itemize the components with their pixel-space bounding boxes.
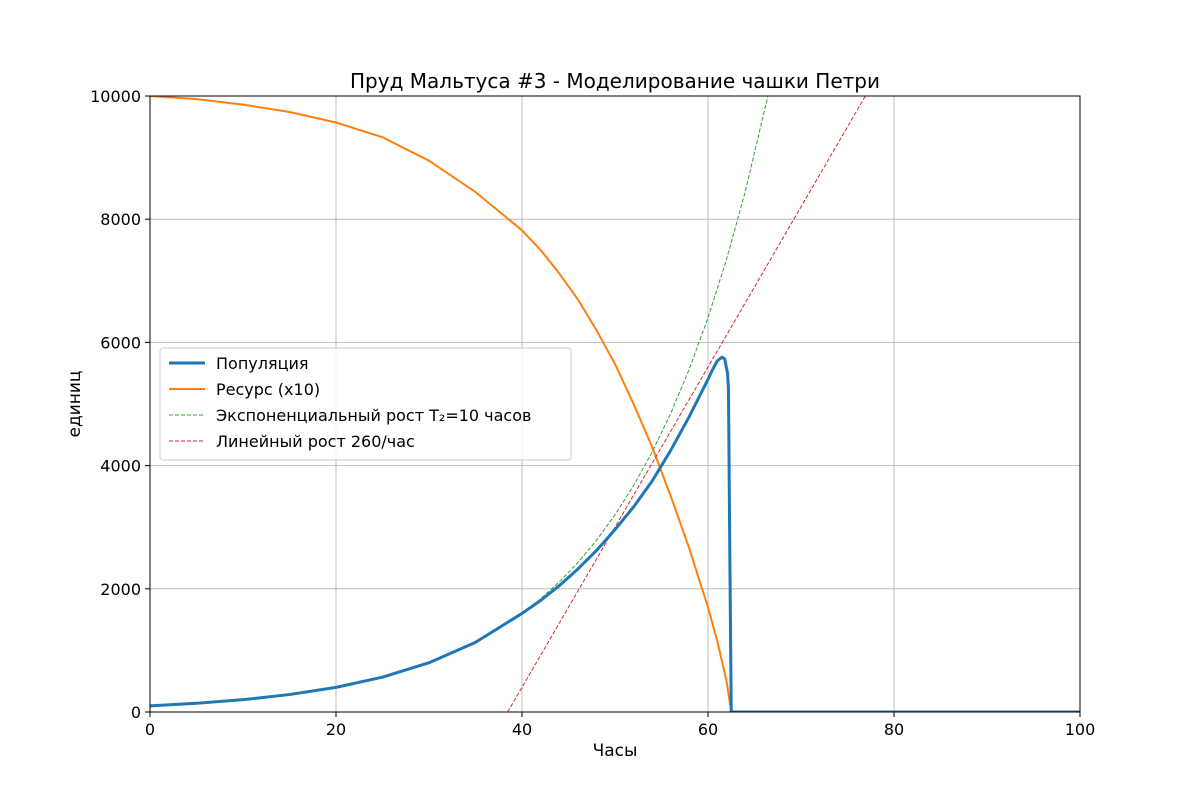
y-tick-label: 2000 <box>100 580 141 599</box>
legend: Популяция Ресурс (x10) Экспоненциальный ро… <box>159 347 572 461</box>
y-tick-label: 4000 <box>100 457 141 476</box>
plot-frame <box>149 95 1081 713</box>
y-axis-label: единиц <box>65 371 85 438</box>
legend-label-1: Популяция <box>216 354 309 373</box>
y-tick-label: 6000 <box>100 333 141 352</box>
y-tick-label: 0 <box>131 703 141 722</box>
legend-box <box>159 347 572 461</box>
x-tick-label: 60 <box>698 720 718 739</box>
legend-label-2: Ресурс (x10) <box>216 380 320 399</box>
x-tick-label: 100 <box>1065 720 1096 739</box>
y-tick-label: 10000 <box>90 87 141 106</box>
chart-title: Пруд Мальтуса #3 - Моделирование чашки П… <box>350 69 880 93</box>
series-line-4 <box>507 96 866 712</box>
series-line-1 <box>150 355 1080 712</box>
legend-label-3: Экспоненциальный рост T₂=10 часов <box>216 406 531 425</box>
y-axis: 0 2000 4000 6000 8000 10000 <box>90 87 150 722</box>
x-axis-label: Часы <box>593 741 638 761</box>
y-tick-label: 8000 <box>100 210 141 229</box>
x-tick-label: 20 <box>326 720 346 739</box>
x-tick-label: 80 <box>884 720 904 739</box>
x-tick-label: 40 <box>512 720 532 739</box>
series-layer <box>150 96 1080 712</box>
legend-label-4: Линейный рост 260/час <box>216 432 415 451</box>
series-line-2 <box>150 96 1080 712</box>
x-axis: 0 20 40 60 80 100 <box>145 712 1095 739</box>
x-tick-label: 0 <box>145 720 155 739</box>
